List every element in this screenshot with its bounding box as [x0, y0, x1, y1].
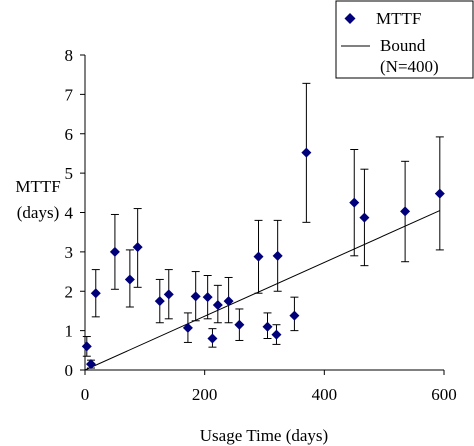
plot-area: 0 200 400 600 0 1 2 3 4 5 6 7 8 [65, 46, 457, 404]
mttf-point [85, 359, 96, 370]
mttf-point [182, 322, 193, 333]
mttf-point [400, 206, 411, 217]
legend-bound-label: Bound [380, 36, 426, 55]
y-axis-title-line1: MTTF [15, 177, 60, 196]
mttf-point [253, 251, 264, 262]
y-tick-label: 8 [65, 46, 74, 65]
error-bars-layer [82, 82, 444, 369]
legend-mttf-label: MTTF [376, 9, 421, 28]
legend-bound-sublabel: (N=400) [380, 57, 439, 76]
mttf-point [434, 188, 445, 199]
mttf-point [272, 250, 283, 261]
mttf-point [81, 341, 92, 352]
y-tick-label: 1 [65, 322, 74, 341]
mttf-point [271, 329, 282, 340]
y-tick-label: 0 [65, 361, 74, 380]
mttf-point [132, 242, 143, 253]
mttf-point [154, 296, 165, 307]
y-tick-label: 7 [65, 85, 74, 104]
y-axis-title-line2: (days) [17, 203, 59, 222]
data-points-layer [81, 147, 445, 370]
y-tick-label: 3 [65, 243, 74, 262]
mttf-point [212, 300, 223, 311]
mttf-point [124, 274, 135, 285]
y-tick-label: 2 [65, 282, 74, 301]
mttf-point [289, 310, 300, 321]
y-ticks: 0 1 2 3 4 5 6 7 8 [65, 46, 85, 380]
mttf-point [207, 333, 218, 344]
mttf-point [223, 296, 234, 307]
x-axis-title: Usage Time (days) [200, 426, 328, 445]
mttf-point [349, 197, 360, 208]
legend-box [335, 0, 474, 79]
mttf-point [262, 321, 273, 332]
mttf-point [301, 147, 312, 158]
y-tick-label: 6 [65, 125, 74, 144]
mttf-point [90, 288, 101, 299]
x-tick-label: 0 [81, 385, 90, 404]
mttf-point [359, 212, 370, 223]
mttf-point [190, 291, 201, 302]
mttf-point [202, 292, 213, 303]
y-tick-label: 5 [65, 164, 74, 183]
legend-mttf-marker [344, 13, 356, 24]
legend: MTTF Bound (N=400) [335, 0, 474, 79]
mttf-point [234, 319, 245, 330]
x-tick-label: 600 [431, 385, 457, 404]
bound-line [84, 210, 441, 371]
x-tick-label: 200 [192, 385, 218, 404]
x-tick-label: 400 [312, 385, 338, 404]
x-ticks: 0 200 400 600 [81, 370, 457, 404]
mttf-point [163, 289, 174, 300]
bound-line-layer [84, 210, 441, 371]
y-tick-label: 4 [65, 204, 74, 223]
mttf-point [109, 246, 120, 257]
